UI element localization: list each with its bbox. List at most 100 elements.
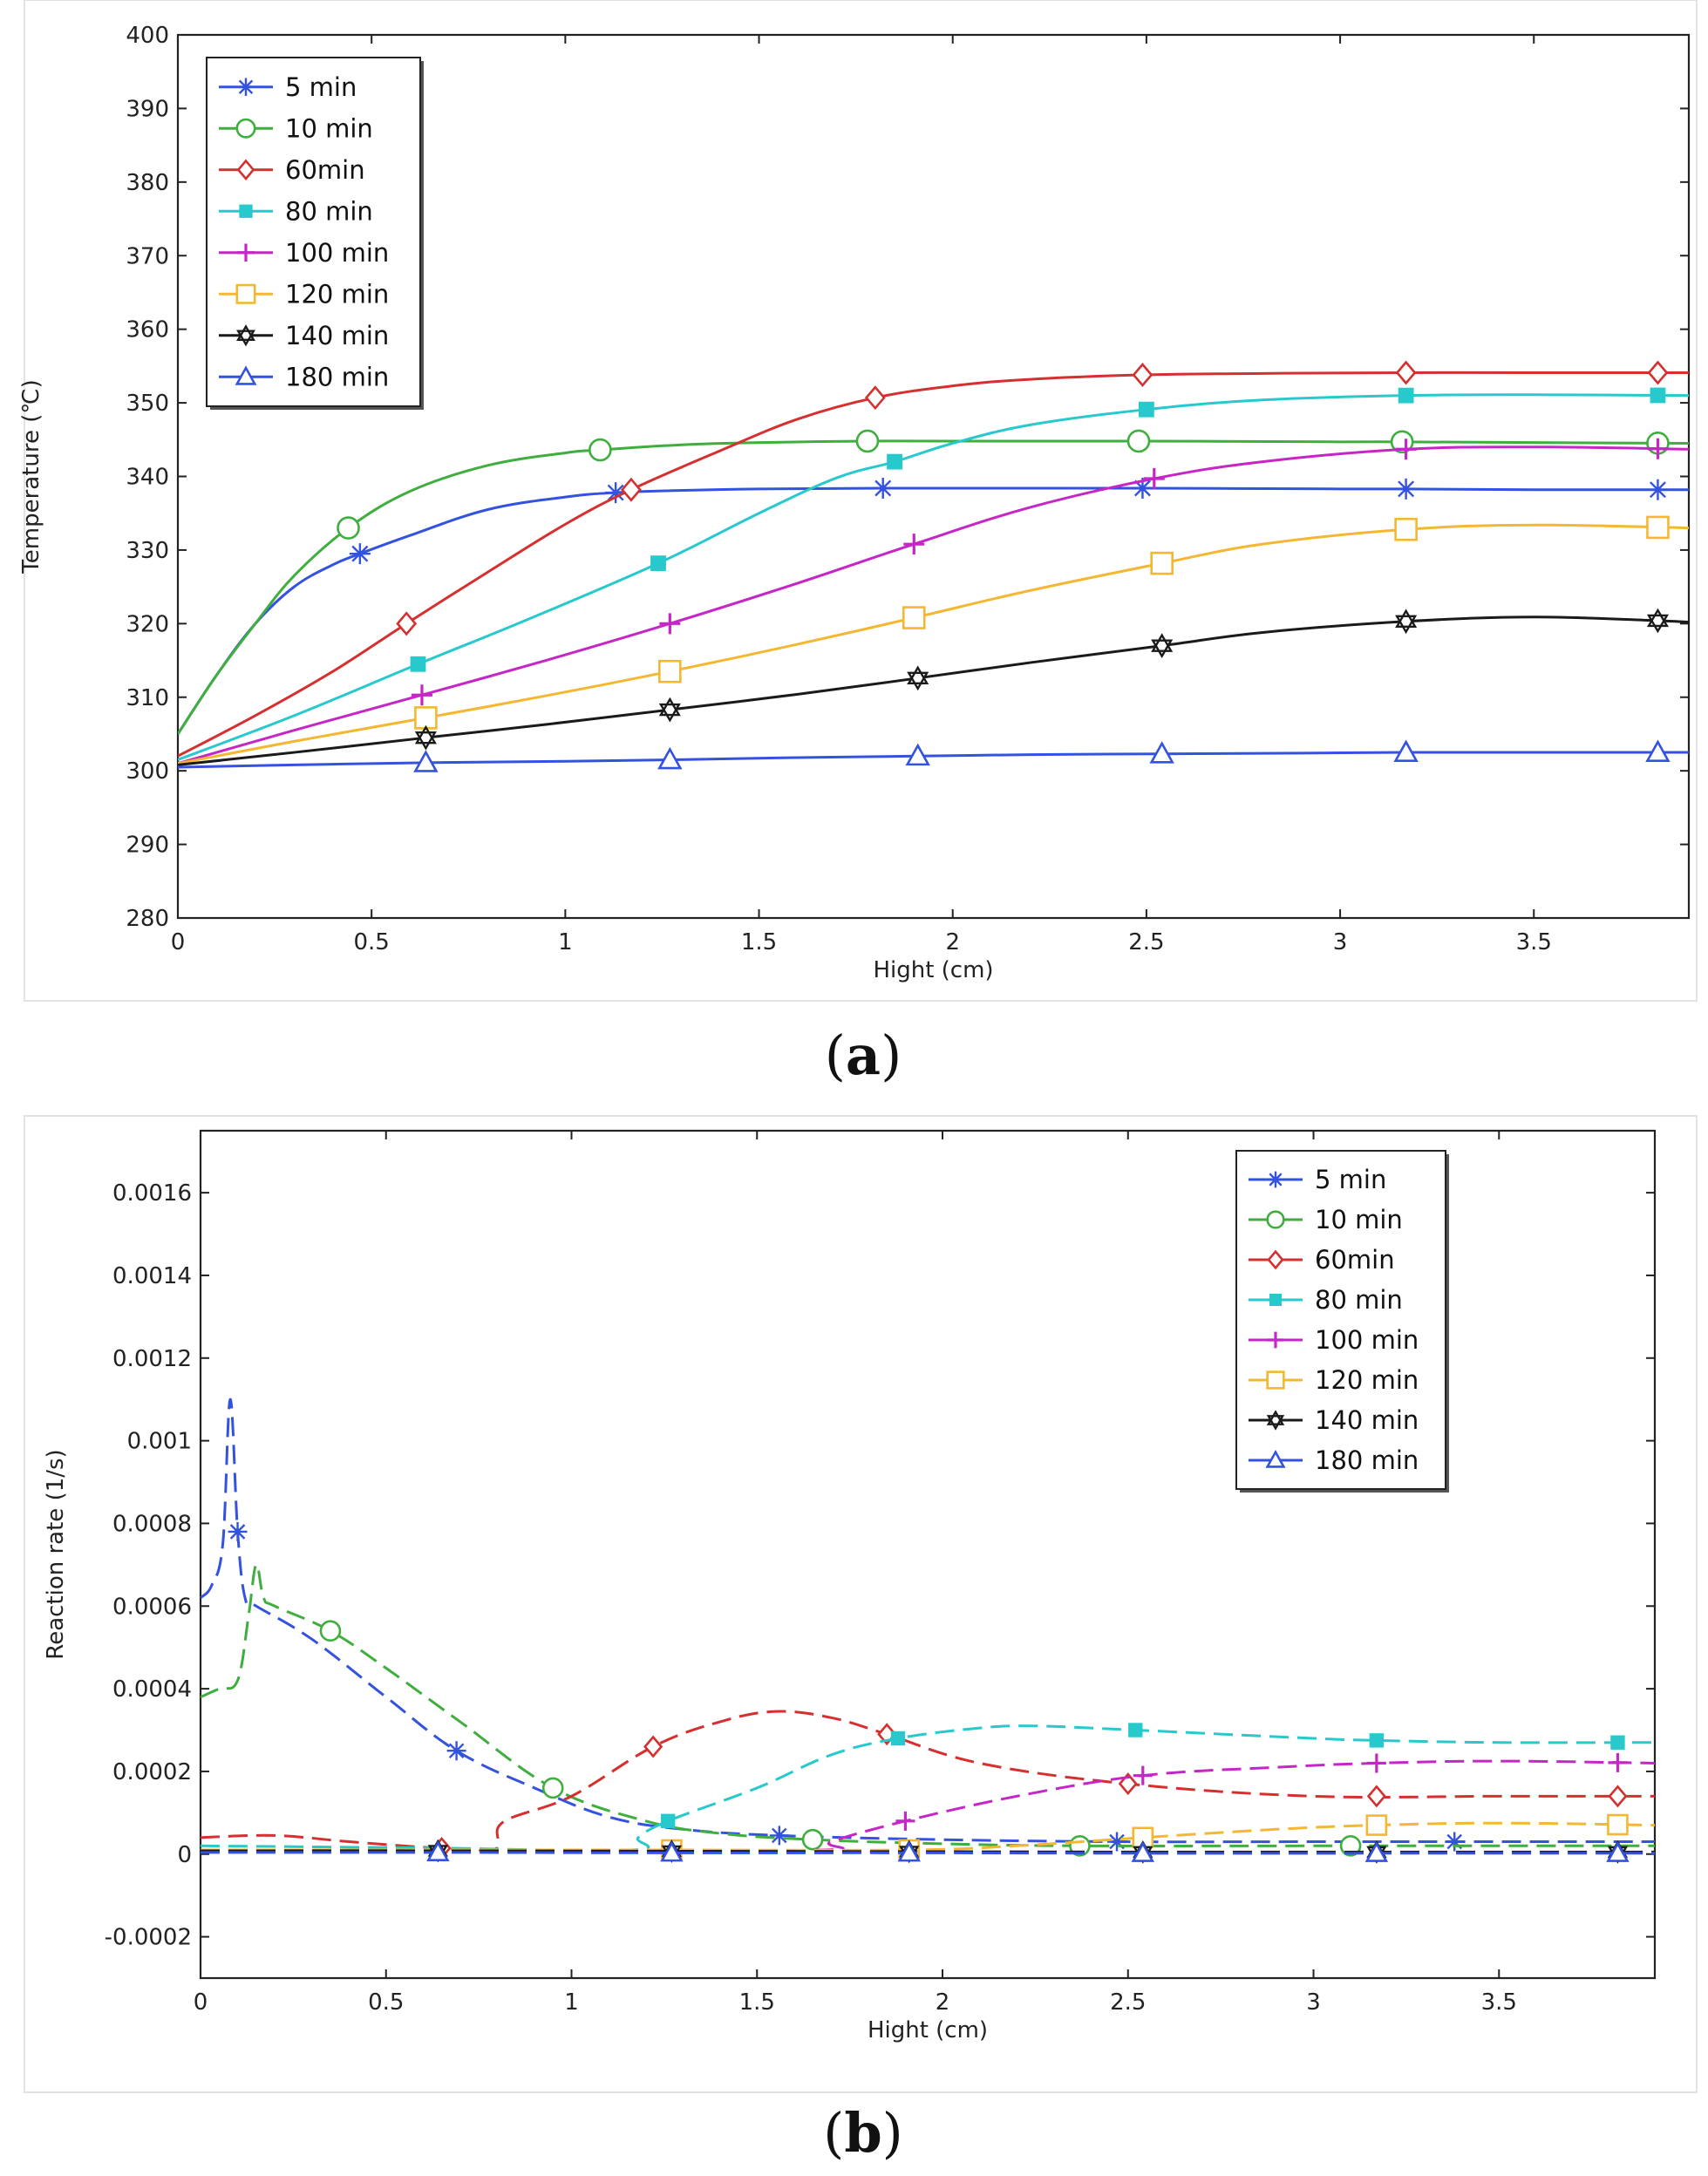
legend: 5 min 10 min 60min 80 min 100 min 120 min 140 … <box>206 57 424 410</box>
legend-marker-180-min <box>235 365 257 385</box>
series-line-60min <box>178 371 1689 758</box>
data-point-140-min <box>1395 609 1418 635</box>
data-point-5-min <box>1445 1832 1465 1852</box>
x-tick-label: 3 <box>1333 929 1348 955</box>
data-point-180-min <box>413 750 439 772</box>
panel-a-caption: (a) <box>825 1023 902 1087</box>
data-point-100-min <box>1366 1753 1386 1773</box>
data-point-60min <box>1608 1785 1628 1808</box>
data-point-5-min <box>605 482 627 504</box>
x-tick-label: 1.5 <box>739 1989 775 2016</box>
legend-marker-10-min <box>1266 1210 1285 1229</box>
plot-area-border <box>199 1129 1657 1980</box>
data-point-120-min <box>1607 1813 1629 1836</box>
data-point-10-min <box>1126 429 1151 453</box>
legend-label-140-min: 140 min <box>285 321 389 350</box>
data-point-60min <box>1366 1785 1386 1808</box>
legend-marker-10-min <box>235 118 256 139</box>
legend-marker-60min <box>1267 1249 1284 1270</box>
data-point-60min <box>1132 362 1153 388</box>
data-point-100-min <box>1133 1765 1153 1785</box>
legend-label-80-min: 80 min <box>285 196 373 226</box>
legend-label-10-min: 10 min <box>1315 1205 1403 1234</box>
series-line-5-min <box>178 486 1689 735</box>
data-point-180-min <box>905 743 930 766</box>
data-point-5-min <box>872 478 894 500</box>
data-point-10-min <box>319 1620 342 1642</box>
data-point-140-min <box>1151 633 1174 659</box>
legend-marker-140-min <box>1266 1410 1285 1431</box>
panel-a-temperature-chart: 2802903003103203303403503603703803904000… <box>18 0 1698 1002</box>
data-point-5-min <box>1395 478 1417 500</box>
caption-letter: b <box>844 2101 881 2165</box>
x-tick-label: 3.5 <box>1481 1989 1517 2016</box>
legend-label-80-min: 80 min <box>1315 1285 1403 1315</box>
data-point-120-min <box>414 706 438 730</box>
caption-letter: a <box>846 1023 881 1087</box>
data-point-5-min <box>349 543 371 565</box>
y-tick-label: 340 <box>126 465 169 491</box>
legend-label-5-min: 5 min <box>285 72 357 102</box>
data-point-10-min <box>855 429 880 453</box>
data-point-120-min <box>658 659 682 683</box>
data-point-180-min <box>660 1840 684 1862</box>
y-tick-label: 330 <box>126 538 169 564</box>
data-point-80-min <box>890 1731 906 1746</box>
legend-marker-120-min <box>235 283 256 304</box>
y-tick-label: 0.0014 <box>112 1263 192 1289</box>
data-point-5-min <box>1107 1832 1127 1852</box>
data-point-140-min <box>1646 608 1669 634</box>
series-group <box>201 1397 1655 1864</box>
x-tick-label: 1 <box>558 929 573 955</box>
y-tick-label: 390 <box>126 96 169 122</box>
y-tick-label: 400 <box>126 23 169 49</box>
y-tick-label: 380 <box>126 170 169 196</box>
data-point-100-min <box>411 684 432 706</box>
legend-marker-100-min <box>1267 1331 1284 1349</box>
x-axis-label: Hight (cm) <box>868 2017 988 2043</box>
y-tick-label: 0.0004 <box>112 1676 192 1703</box>
y-tick-label: 0 <box>177 1842 192 1868</box>
data-point-80-min <box>887 453 902 470</box>
legend-label-120-min: 120 min <box>285 279 389 309</box>
y-tick-label: 0.0006 <box>112 1594 192 1620</box>
y-tick-label: 370 <box>126 243 169 269</box>
legend: 5 min 10 min 60min 80 min 100 min 120 min 140 … <box>1235 1150 1449 1493</box>
legend-marker-180-min <box>1265 1449 1286 1468</box>
data-point-10-min <box>801 1828 824 1851</box>
legend-label-60min: 60min <box>285 155 365 185</box>
data-point-120-min <box>902 606 926 629</box>
panel-b-caption: (b) <box>823 2101 903 2165</box>
y-tick-label: -0.0002 <box>105 1925 192 1951</box>
legend-label-180-min: 180 min <box>1315 1445 1419 1475</box>
data-point-60min <box>620 477 642 502</box>
series-group <box>178 360 1689 772</box>
data-point-180-min <box>1393 739 1419 762</box>
legend-marker-60min <box>236 159 255 180</box>
data-point-5-min <box>769 1826 789 1846</box>
data-point-180-min <box>1606 1841 1630 1862</box>
data-point-140-min <box>658 697 681 723</box>
y-axis-label: Temperature (℃) <box>18 379 44 574</box>
data-point-100-min <box>903 534 925 555</box>
data-point-10-min <box>337 516 360 540</box>
data-point-100-min <box>1143 468 1165 490</box>
y-tick-label: 0.0016 <box>112 1180 192 1207</box>
data-point-5-min <box>228 1521 248 1541</box>
data-point-80-min <box>1650 387 1666 404</box>
y-tick-label: 280 <box>126 906 169 932</box>
data-point-60min <box>396 611 418 636</box>
data-point-100-min <box>895 1811 915 1831</box>
y-tick-label: 350 <box>126 391 169 417</box>
series-line-5-min <box>201 1397 1655 1844</box>
data-point-80-min <box>1369 1733 1385 1748</box>
legend-label-60min: 60min <box>1315 1245 1395 1275</box>
data-point-5-min <box>1647 479 1669 500</box>
x-axis-label: Hight (cm) <box>873 957 993 983</box>
legend-label-100-min: 100 min <box>285 238 389 268</box>
legend-label-140-min: 140 min <box>1315 1405 1419 1435</box>
series-line-10-min <box>178 439 1689 735</box>
data-point-100-min <box>1647 438 1669 459</box>
data-point-140-min <box>414 724 437 751</box>
legend-label-180-min: 180 min <box>285 362 389 391</box>
